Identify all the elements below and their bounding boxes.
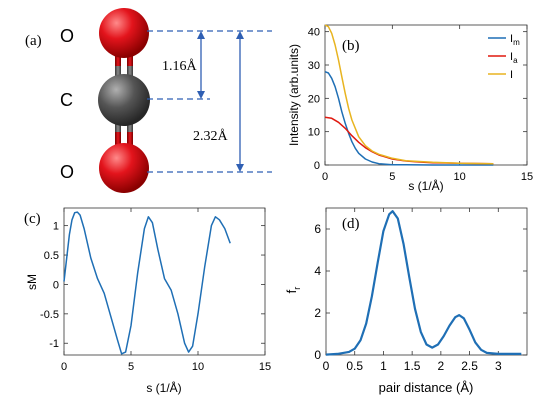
- x-tick-label: 1: [380, 359, 387, 373]
- x-axis-label-c: s (1/Å): [146, 380, 181, 395]
- y-axis-label-c: sM: [25, 274, 39, 290]
- legend-entry-ia: Ia: [510, 51, 518, 65]
- y-axis-label-b: Intensity (arb.units): [287, 44, 301, 146]
- x-tick-label: 1.5: [404, 359, 421, 373]
- x-tick-label: 5: [389, 171, 395, 183]
- legend-entry-im: Im: [510, 33, 520, 47]
- y-tick-label: 1: [53, 221, 59, 233]
- series-line-sm: [63, 211, 231, 355]
- panel-c-tag: (c): [24, 211, 41, 227]
- legend-b: Im Ia I: [488, 33, 520, 81]
- y-tick-label: 4: [314, 264, 321, 278]
- y-axis-label-d-sub: r: [292, 287, 302, 290]
- x-tick-label: 10: [454, 171, 466, 183]
- axis-ticks-c: 0 5 10 15 -1 -0.5 0 0.5 1: [40, 208, 271, 373]
- x-tick-label: 0.5: [346, 359, 363, 373]
- atom-label-oxygen-top: O: [60, 26, 74, 46]
- plot-lines-c: [63, 211, 231, 355]
- plot-frame-d: [325, 207, 528, 356]
- panel-c: 0 5 10 15 -1 -0.5 0 0.5 1 (c) s (1/Å) sM: [24, 207, 271, 395]
- bond-bottom: [115, 118, 133, 154]
- x-tick-label: 2.5: [461, 359, 478, 373]
- atom-label-oxygen-bottom: O: [60, 162, 74, 182]
- series-line-im: [324, 70, 494, 166]
- y-tick-label: 6: [314, 222, 321, 236]
- y-tick-label: 10: [308, 127, 320, 139]
- plot-lines-b: [324, 24, 494, 166]
- axis-ticks-b: 0 5 10 15 0 10 20 30 40: [308, 25, 533, 183]
- carbon-atom: [98, 74, 150, 126]
- x-tick-label: 5: [128, 361, 134, 373]
- x-tick-label: 2: [438, 359, 445, 373]
- x-axis-label-b: s (1/Å): [408, 178, 443, 193]
- y-axis-label-d-main: f: [284, 289, 299, 293]
- series-line-fr: [325, 210, 522, 356]
- y-tick-label: -1: [49, 338, 59, 350]
- bond-length-label-long: 2.32Å: [193, 128, 229, 144]
- bond-length-label-short: 1.16Å: [162, 58, 198, 74]
- plot-lines-d: [325, 210, 522, 356]
- x-tick-label: 0: [323, 359, 330, 373]
- x-tick-label: 0: [322, 171, 328, 183]
- oxygen-atom-top: [99, 8, 149, 58]
- series-line-i: [324, 24, 494, 165]
- y-tick-label: 30: [308, 60, 320, 72]
- y-tick-label: -0.5: [40, 309, 59, 321]
- series-line-ia: [324, 116, 494, 165]
- y-tick-label: 0.5: [44, 250, 59, 262]
- panel-b: 0 5 10 15 0 10 20 30 40 (b) s (1/Å) Intensity (a…: [287, 24, 533, 193]
- x-tick-label: 3: [495, 359, 502, 373]
- panel-b-tag: (b): [342, 38, 360, 54]
- y-tick-label: 0: [314, 348, 321, 362]
- y-axis-label-d: fr: [284, 287, 302, 294]
- dimension-lines: [147, 30, 272, 173]
- x-tick-label: 15: [259, 361, 271, 373]
- x-axis-label-d: pair distance (Å): [379, 380, 474, 395]
- y-tick-label: 0: [53, 279, 59, 291]
- x-tick-label: 10: [192, 361, 204, 373]
- x-tick-label: 15: [521, 171, 533, 183]
- panel-a: (a) O C O: [25, 8, 272, 193]
- x-tick-label: 0: [61, 361, 67, 373]
- atom-label-carbon: C: [60, 90, 73, 110]
- y-tick-label: 2: [314, 306, 321, 320]
- plot-frame-c: [63, 207, 266, 356]
- oxygen-atom-bottom: [99, 143, 149, 193]
- panel-a-tag: (a): [25, 33, 42, 49]
- legend-entry-i: I: [510, 69, 513, 81]
- panel-d-tag: (d): [342, 216, 360, 232]
- y-tick-label: 20: [308, 93, 320, 105]
- axis-ticks-d: 0 0.5 1 1.5 2 2.5 3 0 2 4 6: [314, 208, 527, 373]
- y-tick-label: 0: [314, 160, 320, 172]
- y-tick-label: 40: [308, 27, 320, 39]
